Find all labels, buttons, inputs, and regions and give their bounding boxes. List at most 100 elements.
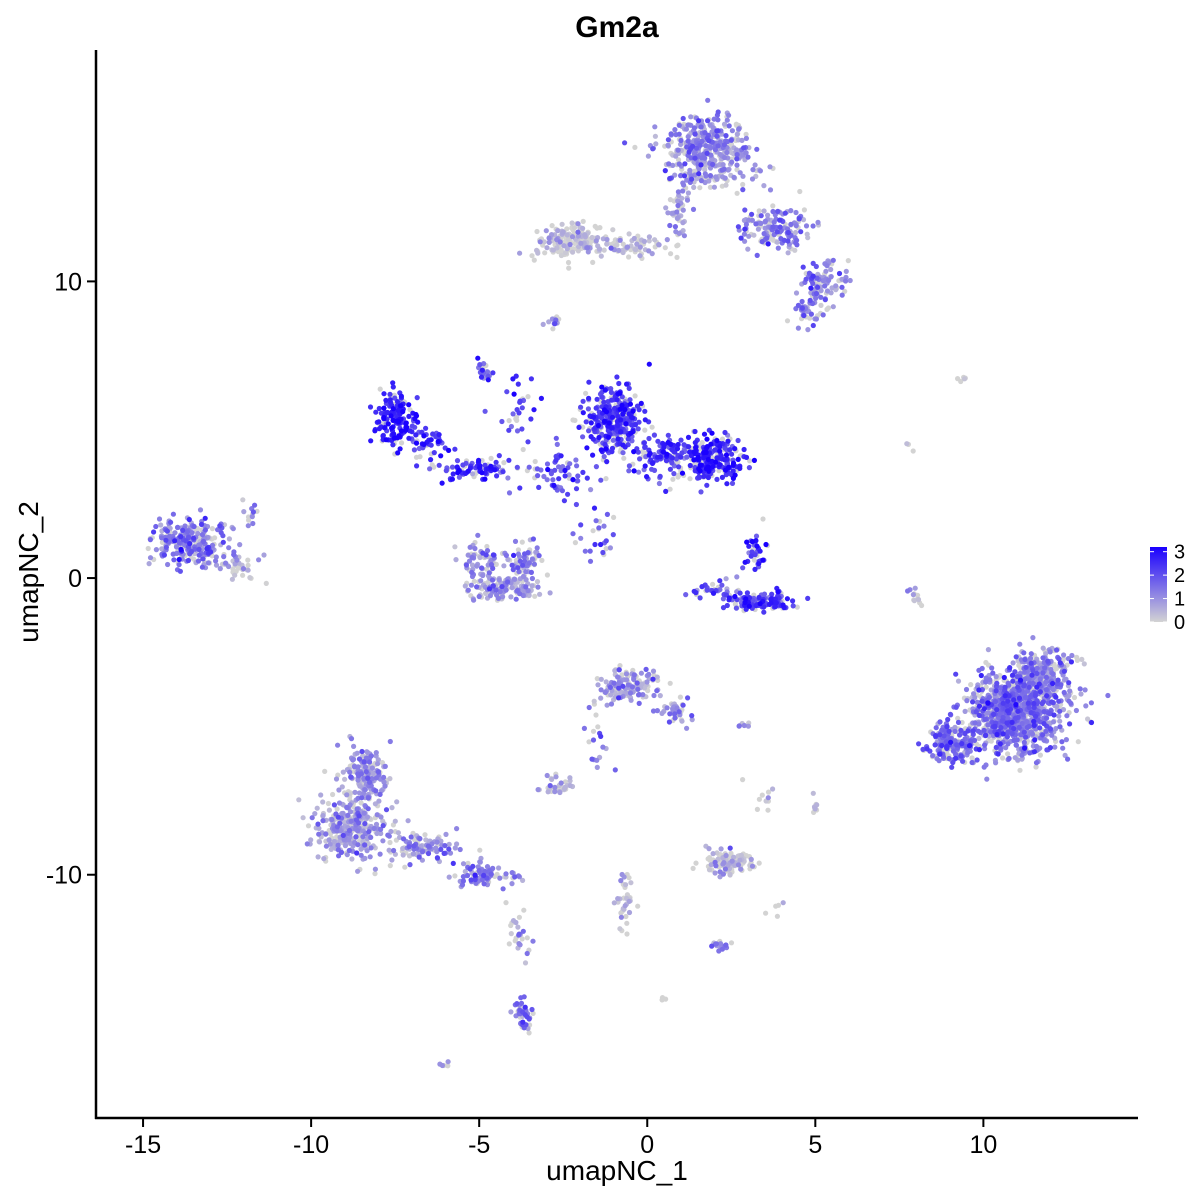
cell-point: [629, 684, 636, 690]
cell-point: [959, 741, 965, 747]
cell-point: [685, 190, 692, 196]
cell-point: [300, 815, 306, 821]
cell-point: [550, 247, 557, 253]
cell-point: [731, 174, 737, 180]
cell-point: [1043, 679, 1049, 685]
cell-point: [785, 250, 791, 256]
cell-point: [503, 587, 509, 593]
cell-point: [573, 501, 580, 508]
cell-point: [765, 212, 771, 218]
cell-point: [601, 523, 607, 529]
cell-point: [704, 150, 710, 156]
cell-point: [513, 596, 519, 602]
cell-point: [540, 321, 546, 327]
cell-point: [183, 538, 189, 544]
cell-point: [163, 544, 169, 550]
cell-point: [374, 812, 380, 818]
cell-point: [729, 858, 735, 864]
cell-point: [1043, 651, 1049, 657]
cell-point: [932, 742, 938, 748]
cell-point: [434, 839, 440, 845]
cell-point: [365, 750, 371, 756]
cell-point: [602, 689, 609, 696]
cell-point: [305, 823, 312, 829]
cell-point: [680, 702, 686, 708]
cell-point: [1085, 716, 1091, 722]
cell-point: [741, 231, 748, 237]
cell-point: [706, 846, 712, 852]
cell-point: [342, 843, 348, 849]
cell-point: [563, 250, 569, 256]
cell-point: [550, 326, 556, 332]
cell-point: [717, 869, 723, 875]
cell-point: [337, 838, 343, 844]
cell-point: [572, 540, 579, 546]
cell-point: [318, 792, 324, 798]
cell-point: [464, 872, 471, 879]
cell-point: [566, 472, 572, 478]
cell-point: [559, 488, 566, 494]
cell-point: [604, 511, 611, 517]
scatter-points: [145, 97, 1111, 1069]
cell-point: [993, 688, 999, 694]
cell-point: [994, 680, 1000, 687]
cell-point: [350, 757, 356, 763]
cell-point: [333, 776, 340, 782]
cell-point: [503, 900, 509, 906]
cell-point: [368, 834, 374, 841]
cell-point: [512, 538, 519, 545]
cell-point: [583, 419, 589, 425]
cell-point: [482, 868, 488, 874]
cell-point: [218, 530, 224, 536]
cell-point: [593, 238, 599, 244]
cell-point: [916, 741, 922, 747]
cell-point: [366, 779, 373, 785]
cell-point: [460, 874, 466, 880]
cell-point: [320, 813, 326, 819]
cell-point: [335, 842, 341, 848]
cell-point: [622, 140, 628, 146]
cell-point: [624, 690, 630, 696]
cell-point: [745, 723, 752, 729]
cell-point: [676, 709, 682, 715]
cell-point: [987, 729, 994, 735]
cell-point: [594, 676, 600, 682]
cell-point: [409, 423, 415, 429]
cell-point: [634, 241, 640, 247]
cell-point: [603, 679, 609, 685]
cell-point: [488, 455, 494, 461]
cell-point: [1006, 755, 1012, 762]
cell-point: [911, 598, 918, 604]
cell-point: [740, 173, 746, 179]
cell-point: [499, 584, 505, 590]
cell-point: [171, 557, 177, 563]
cell-point: [969, 759, 975, 766]
cell-point: [462, 583, 468, 589]
cell-point: [526, 464, 532, 470]
cell-point: [963, 686, 970, 693]
cell-point: [542, 250, 548, 256]
cell-point: [586, 704, 592, 711]
cell-point: [825, 305, 832, 311]
cell-point: [516, 931, 522, 937]
cell-point: [585, 406, 592, 412]
cell-point: [377, 851, 383, 857]
cell-point: [363, 769, 369, 775]
cell-point: [685, 122, 691, 128]
cell-point: [612, 767, 618, 773]
cell-point: [535, 584, 541, 590]
cell-point: [933, 725, 939, 731]
cell-point: [346, 827, 353, 834]
cell-point: [723, 852, 729, 859]
cell-point: [749, 217, 756, 223]
cell-point: [247, 575, 253, 581]
cell-point: [801, 312, 807, 319]
cell-point: [756, 208, 762, 214]
cell-point: [532, 458, 538, 465]
cell-point: [487, 593, 493, 599]
cell-point: [567, 241, 573, 248]
cell-point: [547, 590, 553, 596]
cell-point: [1081, 661, 1087, 667]
cell-point: [441, 850, 447, 857]
cell-point: [524, 1014, 530, 1020]
